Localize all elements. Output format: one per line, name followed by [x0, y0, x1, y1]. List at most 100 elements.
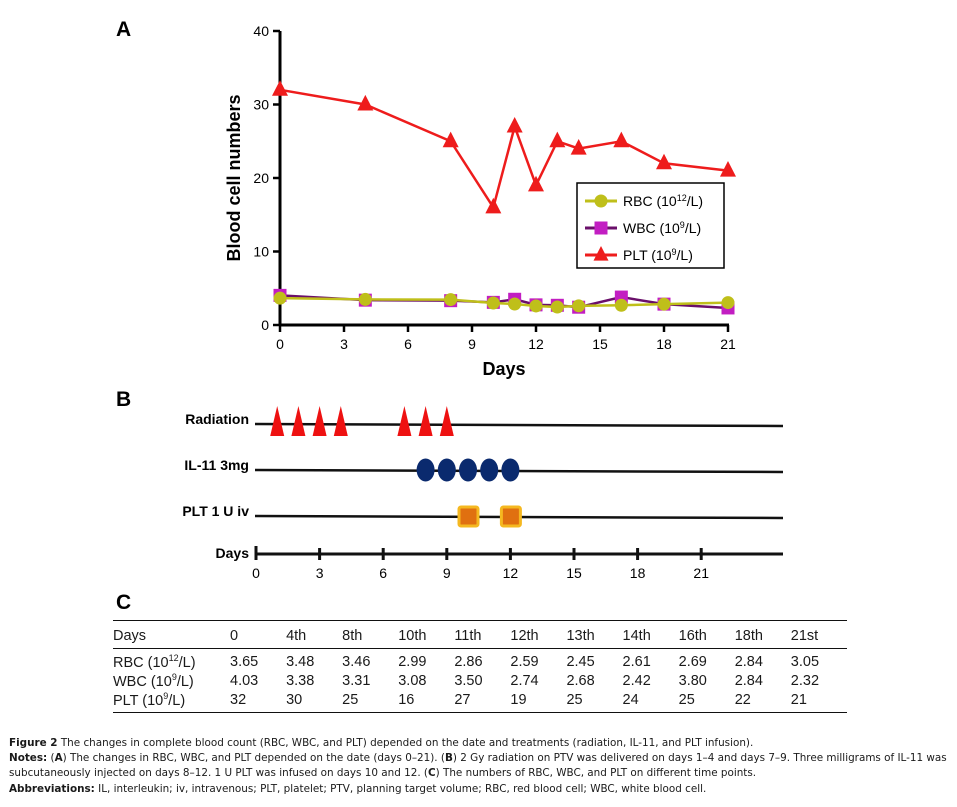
timeline-row-label: Radiation [185, 411, 249, 427]
table-cell: 3.08 [398, 672, 427, 689]
table-row: RBC (1012/L) 3.65 3.48 3.46 2.99 2.86 2.59 2.45… [113, 649, 847, 672]
table-row: PLT (109/L) 32 30 25 16 27 19 25 24 25 22 21 [113, 690, 847, 713]
timeline-tick-label: 12 [503, 565, 519, 581]
legend-marker-wbc [594, 221, 608, 235]
table-cell: 2.59 [510, 653, 539, 670]
legend-label-plt: PLT (109/L) [623, 247, 693, 263]
x-tick-label: 15 [592, 336, 608, 352]
timeline-tick-label: 15 [566, 565, 582, 581]
y-tick-label: 20 [253, 170, 269, 186]
y-tick-label: 40 [253, 23, 269, 39]
data-point-plt [442, 131, 459, 148]
panel-c-letter: C [116, 591, 131, 610]
table-header-cell: 8th [342, 627, 363, 644]
table-cell: 22 [734, 691, 751, 708]
timeline-row-label: IL-11 3mg [184, 457, 249, 473]
data-point-plt [528, 175, 544, 192]
table-header-row: Days 0 4th 8th 10th 11th 12th 13th 14th … [113, 620, 847, 649]
table-cell: 21 [790, 691, 807, 708]
table-header-cell: 11th [454, 627, 482, 644]
table-cell: 2.69 [678, 653, 707, 670]
figure-canvas: A 0 10 20 30 40 0 3 6 9 12 15 18 21 Blood cell numb… [116, 18, 784, 610]
series-rbc [273, 291, 735, 314]
notes-ref-c: C [427, 767, 436, 780]
legend-label-wbc: WBC (109/L) [623, 220, 701, 236]
table-row-label: PLT (109/L) [113, 690, 186, 709]
caption-notes: Notes: (A) The changes in RBC, WBC, and … [9, 751, 954, 781]
series-group [272, 80, 736, 315]
data-point-plt [506, 116, 523, 133]
data-point-rbc [444, 293, 458, 307]
timeline-tick-label: 18 [630, 565, 646, 581]
il11-marker [437, 458, 456, 482]
data-point-plt [357, 94, 374, 111]
table-row: WBC (109/L) 4.03 3.38 3.31 3.08 3.50 2.74 2.68 2… [113, 671, 847, 690]
table-cell: 2.84 [734, 672, 763, 689]
radiation-marker [333, 406, 348, 436]
table-cell: 3.65 [230, 653, 259, 670]
table-cell: 3.48 [286, 653, 315, 670]
table-row-label: RBC (1012/L) [113, 652, 196, 671]
notes-text: ( [47, 752, 55, 765]
data-point-plt [720, 161, 736, 177]
figure-caption: Figure 2 The changes in complete blood c… [9, 736, 954, 797]
table-cell: 16 [398, 691, 415, 708]
notes-ref-a: A [54, 752, 63, 765]
table-cell: 2.84 [734, 653, 763, 670]
x-tick-label: 21 [720, 336, 736, 352]
caption-title-line: Figure 2 The changes in complete blood c… [9, 736, 954, 751]
il11-marker [501, 458, 520, 482]
table-cell: 3.46 [342, 653, 371, 670]
table-cell: 2.42 [622, 672, 651, 689]
table-cell: 27 [454, 691, 471, 708]
radiation-marker [439, 406, 454, 436]
legend-marker-plt [593, 246, 609, 261]
table-header-cell: 0 [230, 627, 239, 644]
il11-marker [480, 458, 499, 482]
panel-a-letter: A [116, 18, 131, 41]
timeline-axis-label: Days [216, 545, 250, 561]
table-body: RBC (1012/L) 3.65 3.48 3.46 2.99 2.86 2.59 2.45… [113, 649, 847, 713]
table-cell: 3.50 [454, 672, 483, 689]
data-point-rbc [273, 291, 287, 305]
data-point-rbc [550, 300, 564, 314]
table-cell: 19 [510, 691, 527, 708]
data-point-plt [613, 131, 630, 148]
timeline-tick-label: 9 [443, 565, 451, 581]
radiation-marker [312, 406, 327, 436]
table-cell: 2.61 [622, 653, 651, 670]
y-tick-label: 10 [253, 244, 269, 260]
table-cell: 4.03 [230, 672, 259, 689]
table-header-cell: 21st [790, 627, 819, 644]
notes-text-b: ) 2 Gy radiation on PTV was delivered on… [9, 752, 947, 780]
data-point-plt [549, 131, 566, 148]
data-point-plt [656, 153, 672, 170]
radiation-marker [291, 406, 306, 436]
timeline-tick-label: 0 [252, 565, 260, 581]
x-tick-label: 6 [404, 336, 412, 352]
table-cell: 3.31 [342, 672, 371, 689]
table-header-cell: 18th [734, 627, 763, 644]
chart-a: 0 10 20 30 40 0 3 6 9 12 15 18 21 Blood cell number… [224, 23, 736, 379]
y-tick-label: 0 [261, 317, 269, 333]
blood-count-table: Days 0 4th 8th 10th 11th 12th 13th 14th … [113, 620, 847, 713]
table-header-days: Days [113, 627, 147, 644]
table-cell: 2.99 [398, 653, 427, 670]
y-axis-title: Blood cell numbers [224, 94, 244, 261]
y-tick-label: 30 [253, 97, 269, 113]
table-cell: 2.32 [790, 672, 820, 689]
table-cell: 3.05 [790, 653, 820, 670]
notes-text-c: ) The numbers of RBC, WBC, and PLT on di… [435, 767, 757, 780]
x-tick-label: 3 [340, 336, 348, 352]
table-cell: 25 [566, 691, 583, 708]
x-tick-label: 0 [276, 336, 284, 352]
radiation-marker [418, 406, 433, 436]
plt-infusion-marker [457, 505, 480, 528]
series-plt [272, 80, 736, 214]
table-cell: 2.68 [566, 672, 595, 689]
table-cell: 30 [286, 691, 303, 708]
data-point-plt [272, 80, 288, 96]
legend-marker-rbc [594, 194, 608, 208]
data-point-rbc [529, 299, 543, 313]
